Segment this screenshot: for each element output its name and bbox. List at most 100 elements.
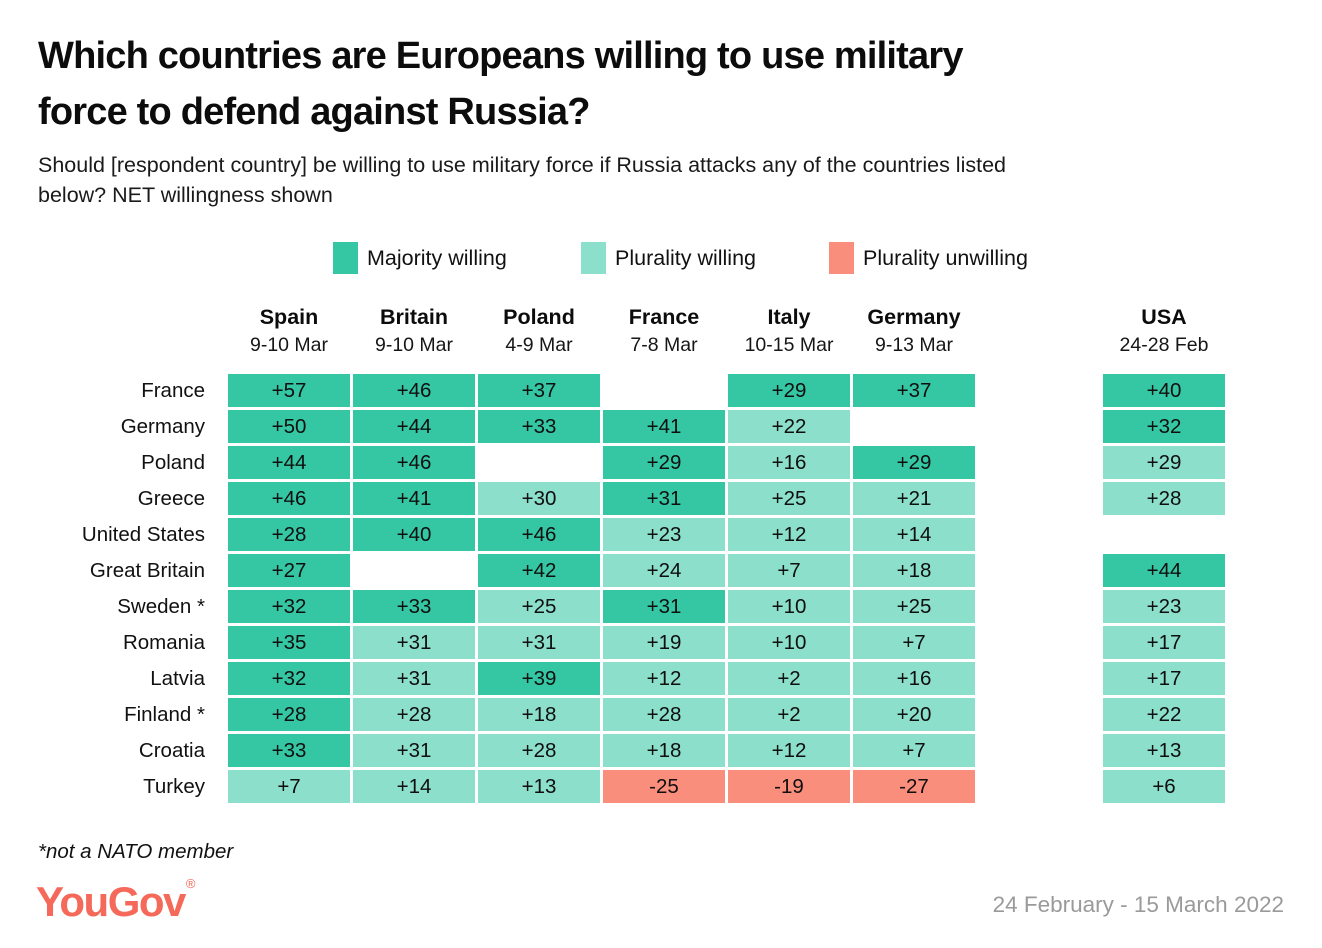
- column-header-dates-britain: 9-10 Mar: [374, 334, 454, 356]
- value-cell: +31: [353, 626, 475, 659]
- column-header-dates-poland: 4-9 Mar: [505, 334, 573, 356]
- row-spacer: [978, 590, 1100, 623]
- column-header-dates-italy: 10-15 Mar: [744, 334, 834, 356]
- empty-cell: [853, 410, 975, 443]
- value-cell: +28: [603, 698, 725, 731]
- value-cell: +21: [853, 482, 975, 515]
- column-header-name-france: France: [628, 305, 700, 329]
- unwilling-swatch-icon: [829, 242, 854, 274]
- row-spacer: [978, 482, 1100, 515]
- value-cell: -27: [853, 770, 975, 803]
- value-cell: +44: [1103, 554, 1225, 587]
- value-cell: +40: [1103, 374, 1225, 407]
- row-spacer: [978, 698, 1100, 731]
- value-cell: +18: [478, 698, 600, 731]
- row-label: Finland *: [124, 702, 205, 726]
- value-cell: +18: [603, 734, 725, 767]
- value-cell: +24: [603, 554, 725, 587]
- value-cell: +22: [1103, 698, 1225, 731]
- column-header-name-germany: Germany: [867, 305, 961, 329]
- chart-subtitle: Should [respondent country] be willing t…: [38, 150, 1006, 210]
- chart-subtitle-line1: Should [respondent country] be willing t…: [38, 153, 1006, 177]
- header-spacer: [978, 303, 1100, 331]
- value-cell: +14: [853, 518, 975, 551]
- value-cell: +46: [228, 482, 350, 515]
- table-body: France +57 +46 +37 +29 +37 +40 Germany +50 +44 +33…: [38, 374, 1225, 803]
- value-cell: +7: [228, 770, 350, 803]
- value-cell: +28: [353, 698, 475, 731]
- legend: Majority willing Plurality willing Plura…: [333, 242, 1077, 274]
- value-cell: +31: [353, 734, 475, 767]
- value-cell: +13: [1103, 734, 1225, 767]
- chart-title-line1: Which countries are Europeans willing to…: [38, 35, 964, 77]
- column-header-name-poland: Poland: [503, 305, 575, 329]
- value-cell: +17: [1103, 662, 1225, 695]
- fieldwork-date-range: 24 February - 15 March 2022: [992, 892, 1284, 917]
- plurality-swatch-icon: [581, 242, 606, 274]
- value-cell: +25: [478, 590, 600, 623]
- value-cell: +32: [228, 590, 350, 623]
- value-cell: +57: [228, 374, 350, 407]
- row-label: Great Britain: [89, 558, 205, 582]
- value-cell: +12: [603, 662, 725, 695]
- row-spacer: [978, 518, 1100, 551]
- table-header: Spain Britain Poland France Italy Germany USA 9…: [38, 303, 1225, 361]
- column-header-dates-france: 7-8 Mar: [630, 334, 698, 356]
- value-cell: +31: [603, 590, 725, 623]
- value-cell: +29: [728, 374, 850, 407]
- column-header-name-italy: Italy: [767, 305, 811, 329]
- value-cell: +28: [228, 698, 350, 731]
- legend-item-unwilling: Plurality unwilling: [829, 242, 1077, 274]
- value-cell: +7: [853, 734, 975, 767]
- value-cell: +17: [1103, 626, 1225, 659]
- value-cell: +44: [353, 410, 475, 443]
- value-cell: +44: [228, 446, 350, 479]
- value-cell: +37: [478, 374, 600, 407]
- value-cell: +23: [1103, 590, 1225, 623]
- value-cell: +28: [478, 734, 600, 767]
- value-cell: +10: [728, 590, 850, 623]
- row-label: Romania: [122, 630, 205, 654]
- value-cell: +6: [1103, 770, 1225, 803]
- value-cell: -19: [728, 770, 850, 803]
- empty-cell: [478, 446, 600, 479]
- row-label: Croatia: [138, 738, 205, 762]
- column-header-dates-usa: 24-28 Feb: [1119, 334, 1209, 356]
- value-cell: +35: [228, 626, 350, 659]
- value-cell: +31: [603, 482, 725, 515]
- row-spacer: [978, 626, 1100, 659]
- row-label: Greece: [137, 486, 205, 510]
- header-corner-blank: [38, 303, 225, 331]
- legend-item-plurality: Plurality willing: [581, 242, 829, 274]
- value-cell: +33: [228, 734, 350, 767]
- legend-label-plurality: Plurality willing: [615, 245, 756, 270]
- row-label: Germany: [120, 414, 205, 438]
- empty-cell: [353, 554, 475, 587]
- row-spacer: [978, 410, 1100, 443]
- value-cell: +31: [478, 626, 600, 659]
- value-cell: +7: [728, 554, 850, 587]
- value-cell: +40: [353, 518, 475, 551]
- empty-cell: [603, 374, 725, 407]
- value-cell: +39: [478, 662, 600, 695]
- legend-item-majority: Majority willing: [333, 242, 581, 274]
- row-spacer: [978, 554, 1100, 587]
- value-cell: +46: [478, 518, 600, 551]
- value-cell: +27: [228, 554, 350, 587]
- value-cell: +46: [353, 446, 475, 479]
- column-header-name-britain: Britain: [379, 305, 449, 329]
- value-cell: +42: [478, 554, 600, 587]
- value-cell: +32: [228, 662, 350, 695]
- value-cell: +12: [728, 734, 850, 767]
- value-cell: +41: [353, 482, 475, 515]
- column-header-name-spain: Spain: [259, 305, 319, 329]
- chart-title: Which countries are Europeans willing to…: [38, 28, 964, 140]
- value-cell: +28: [228, 518, 350, 551]
- yougov-logo: YouGov®: [36, 876, 196, 926]
- row-label: Sweden *: [117, 594, 205, 618]
- value-cell: +50: [228, 410, 350, 443]
- value-cell: +14: [353, 770, 475, 803]
- chart-subtitle-line2: below? NET willingness shown: [38, 183, 333, 207]
- value-cell: +46: [353, 374, 475, 407]
